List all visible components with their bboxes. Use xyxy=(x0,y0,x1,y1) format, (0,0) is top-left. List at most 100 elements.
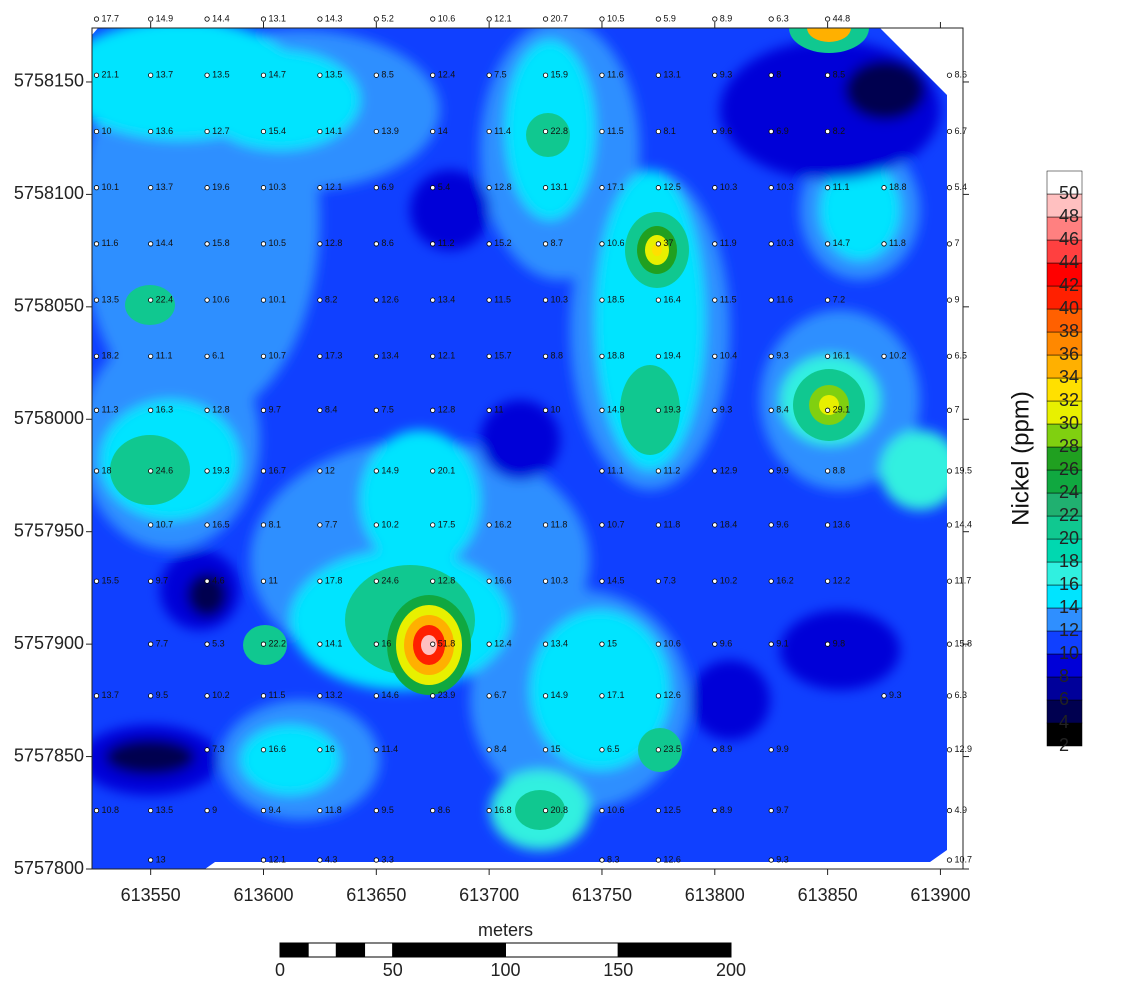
sample-label: 13.9 xyxy=(381,126,399,136)
colorbar-swatch xyxy=(1046,170,1083,195)
sample-point xyxy=(93,241,100,247)
sample-label: 11 xyxy=(268,576,277,586)
sample-label: 12.4 xyxy=(494,639,512,649)
sample-label: 8.7 xyxy=(551,238,564,248)
sample-point xyxy=(93,185,100,191)
sample-point xyxy=(655,241,661,247)
sample-label: 11 xyxy=(494,405,503,415)
sample-point xyxy=(430,468,436,474)
sample-label: 5.9 xyxy=(663,13,676,23)
sample-label: 8.4 xyxy=(494,744,507,754)
sample-point xyxy=(373,578,379,584)
scale-bar-segment xyxy=(364,942,394,958)
sample-point xyxy=(768,72,774,78)
sample-label: 13.5 xyxy=(212,70,230,80)
sample-point xyxy=(655,747,661,753)
sample-label: 17.1 xyxy=(607,182,625,192)
sample-point xyxy=(486,522,492,528)
sample-point xyxy=(825,297,831,303)
sample-point xyxy=(542,407,549,413)
sample-label: 5.4 xyxy=(438,182,451,192)
sample-point xyxy=(599,185,605,191)
sample-label: 14.1 xyxy=(325,639,343,649)
sample-label: 10.5 xyxy=(607,13,625,23)
sample-label: 16.2 xyxy=(494,519,512,529)
sample-point xyxy=(317,185,323,191)
x-tick-label: 613550 xyxy=(121,885,181,905)
sample-point xyxy=(260,297,267,303)
sample-label: 12.6 xyxy=(663,690,681,700)
sample-label: 10.6 xyxy=(212,294,230,304)
sample-point xyxy=(430,297,436,303)
sample-label: 18.4 xyxy=(720,519,738,529)
sample-point xyxy=(317,807,323,814)
sample-label: 13.7 xyxy=(156,182,174,192)
sample-label: 12.1 xyxy=(325,182,343,192)
sample-label: 9.6 xyxy=(720,639,733,649)
sample-point xyxy=(204,807,210,814)
sample-point xyxy=(373,241,379,247)
y-tick-label: 5758000 xyxy=(14,408,84,428)
sample-point xyxy=(93,407,100,413)
sample-point xyxy=(430,641,436,647)
y-tick-label: 5757850 xyxy=(14,745,84,765)
sample-point xyxy=(946,747,953,753)
colorbar-label: 28 xyxy=(1059,436,1079,456)
sample-point xyxy=(542,297,549,303)
sample-point xyxy=(486,128,492,135)
sample-label: 14.1 xyxy=(325,126,343,136)
sample-label: 16.2 xyxy=(776,576,794,586)
sample-point xyxy=(655,468,661,474)
sample-label: 11.2 xyxy=(663,465,680,475)
sample-point xyxy=(486,807,492,814)
sample-point xyxy=(430,185,436,191)
sample-point xyxy=(655,693,661,699)
sample-point xyxy=(768,468,774,474)
sample-label: 15.4 xyxy=(268,126,286,136)
sample-point xyxy=(542,185,549,191)
sample-point xyxy=(486,297,492,303)
sample-label: 12 xyxy=(325,465,335,475)
sample-label: 11.8 xyxy=(663,519,680,529)
sample-label: 12.1 xyxy=(438,351,456,361)
sample-point xyxy=(430,807,436,814)
sample-label: 20.7 xyxy=(551,13,569,23)
sample-point xyxy=(599,241,605,247)
sample-label: 11.8 xyxy=(325,805,342,815)
sample-point xyxy=(599,747,605,753)
sample-label: 12.4 xyxy=(438,70,456,80)
sample-point xyxy=(712,128,718,135)
sample-label: 10 xyxy=(551,405,561,415)
sample-point xyxy=(542,16,549,22)
sample-point xyxy=(260,353,267,359)
sample-label: 23.5 xyxy=(663,744,681,754)
sample-label: 12.1 xyxy=(268,854,286,864)
sample-label: 11.7 xyxy=(954,576,971,586)
sample-point xyxy=(486,16,492,22)
sample-point xyxy=(373,857,379,863)
sample-label: 16.5 xyxy=(212,519,230,529)
sample-label: 9.8 xyxy=(833,639,846,649)
sample-label: 10.3 xyxy=(776,182,794,192)
sample-label: 15.5 xyxy=(102,576,120,586)
sample-label: 4.6 xyxy=(212,576,225,586)
sample-label: 17.5 xyxy=(438,519,456,529)
sample-point xyxy=(655,128,661,135)
sample-label: 11.6 xyxy=(776,294,793,304)
sample-point xyxy=(768,241,774,247)
sample-point xyxy=(946,185,953,191)
sample-point xyxy=(317,128,323,135)
colorbar-label: 48 xyxy=(1059,206,1079,226)
sample-point xyxy=(486,407,492,413)
sample-label: 14 xyxy=(438,126,448,136)
sample-point xyxy=(599,693,605,699)
sample-label: 13.1 xyxy=(268,13,286,23)
sample-label: 16.7 xyxy=(268,465,286,475)
sample-label: 12.5 xyxy=(663,805,681,815)
sample-label: 12.8 xyxy=(212,405,230,415)
sample-label: 24.6 xyxy=(381,576,399,586)
sample-point xyxy=(712,522,718,528)
sample-label: 6.5 xyxy=(607,744,620,754)
sample-label: 9.5 xyxy=(381,805,394,815)
colorbar-label: 38 xyxy=(1059,321,1079,341)
